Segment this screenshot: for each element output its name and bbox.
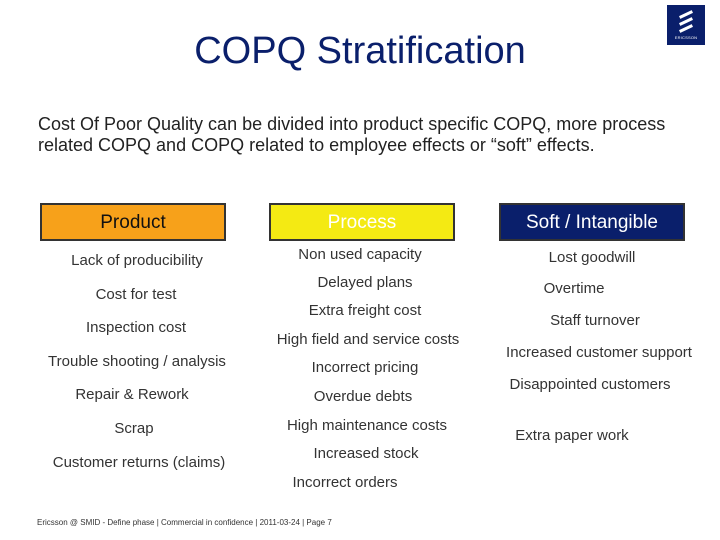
process-item: High maintenance costs	[286, 417, 448, 434]
soft-item: Lost goodwill	[548, 249, 636, 266]
process-item: Non used capacity	[298, 246, 422, 263]
product-header: Product	[40, 203, 226, 241]
intro-text: Cost Of Poor Quality can be divided into…	[38, 114, 666, 155]
logo-text: ERICSSON	[674, 35, 698, 40]
product-item: Scrap	[114, 420, 154, 437]
process-item: Overdue debts	[313, 388, 413, 405]
soft-item: Overtime	[543, 280, 605, 297]
product-item: Cost for test	[95, 286, 177, 303]
soft-intangible-header: Soft / Intangible	[499, 203, 685, 241]
ericsson-logo-icon: ERICSSON	[667, 5, 705, 45]
process-item: Extra freight cost	[308, 302, 422, 319]
process-header: Process	[269, 203, 455, 241]
slide-title: COPQ Stratification	[194, 30, 526, 72]
soft-item: Staff turnover	[550, 312, 640, 329]
footer: Ericsson @ SMID - Define phase | Commerc…	[37, 518, 332, 527]
product-item: Inspection cost	[85, 319, 187, 336]
process-item: High field and service costs	[276, 331, 460, 348]
soft-item: Extra paper work	[515, 427, 629, 444]
product-item: Customer returns (claims)	[52, 454, 226, 471]
process-item: Incorrect orders	[292, 474, 398, 491]
process-item: Incorrect pricing	[311, 359, 419, 376]
product-item: Lack of producibility	[71, 252, 203, 269]
product-item: Repair & Rework	[75, 386, 189, 403]
process-item: Increased stock	[313, 445, 419, 462]
soft-item: Disappointed customers	[509, 376, 671, 393]
product-item: Trouble shooting / analysis	[48, 353, 226, 370]
process-item: Delayed plans	[317, 274, 413, 291]
soft-item: Increased customer support	[506, 344, 692, 361]
